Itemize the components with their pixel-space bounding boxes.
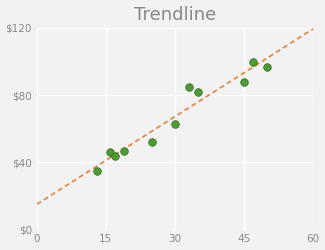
- Point: [172, 122, 177, 126]
- Title: Trendline: Trendline: [134, 6, 216, 24]
- Point: [241, 80, 246, 84]
- Point: [112, 154, 118, 158]
- Point: [108, 150, 113, 154]
- Point: [186, 85, 191, 89]
- Point: [94, 169, 99, 173]
- Point: [264, 64, 269, 68]
- Point: [122, 148, 127, 152]
- Point: [149, 140, 154, 144]
- Point: [195, 90, 201, 94]
- Point: [251, 60, 256, 64]
